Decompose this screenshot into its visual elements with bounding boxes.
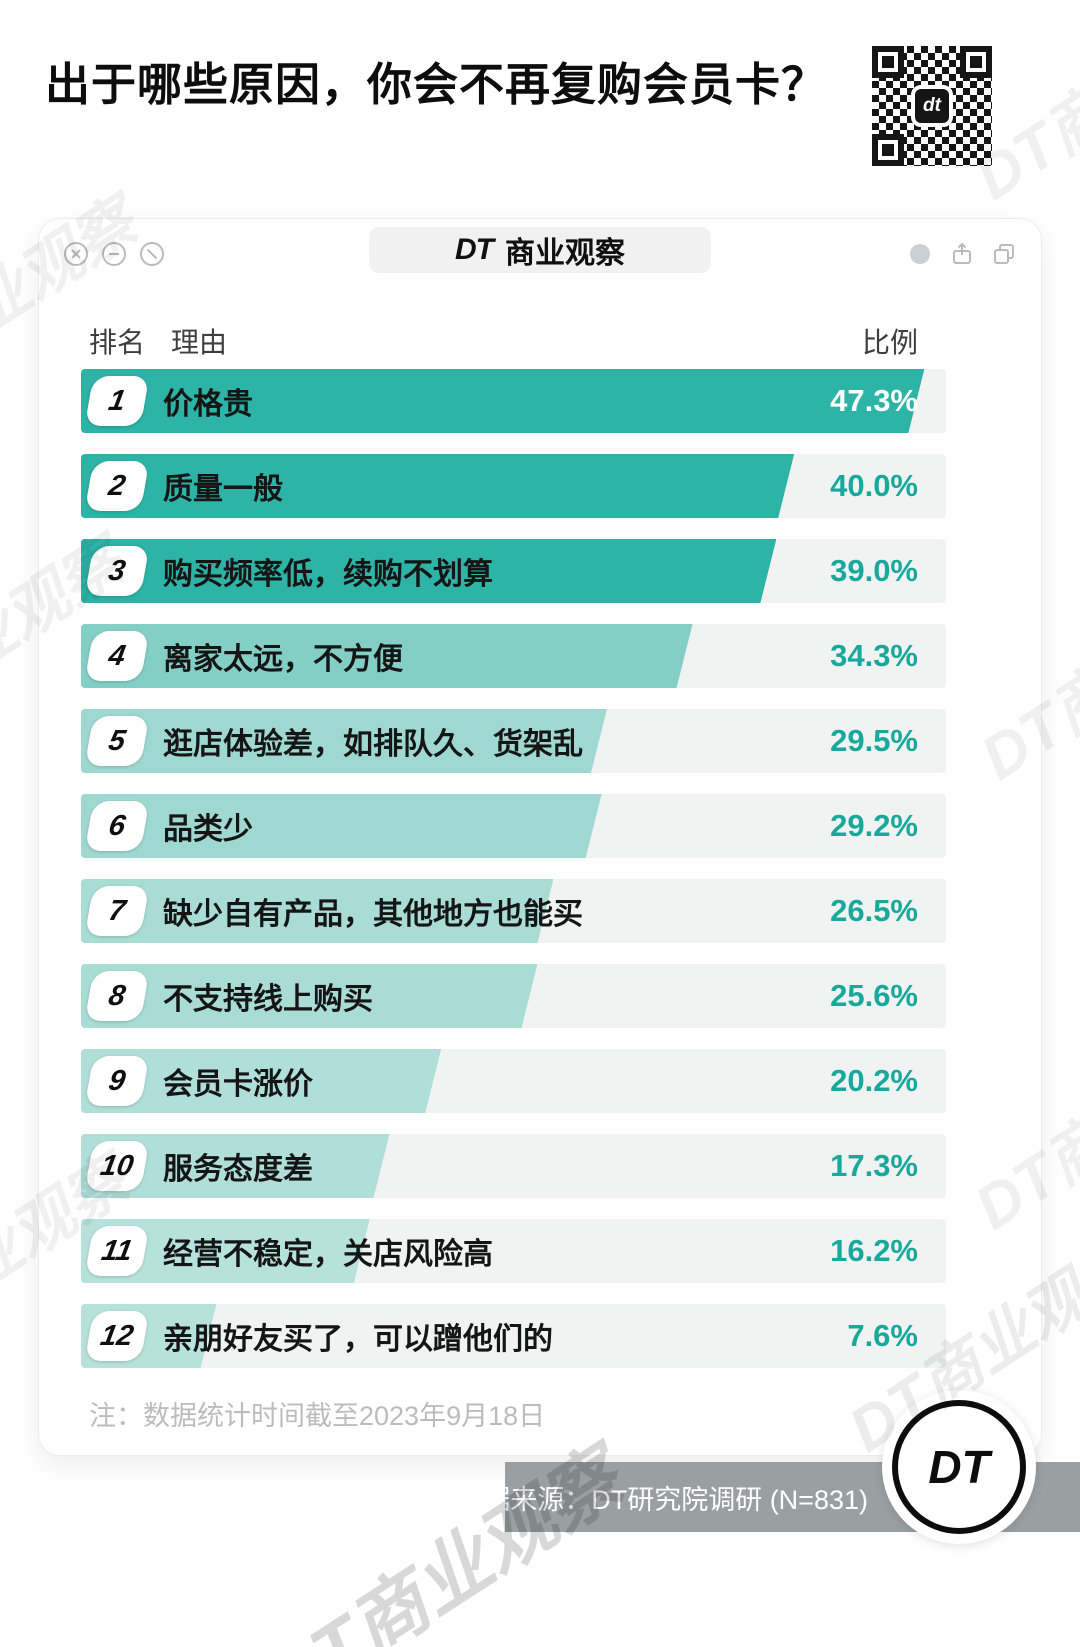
qr-logo: dt <box>911 85 953 127</box>
bar <box>81 454 794 518</box>
bar-label: 品类少 <box>163 813 253 846</box>
chart-row: 6 品类少 29.2% <box>81 794 946 858</box>
bar-value: 7.6% <box>847 1318 918 1353</box>
bar <box>81 964 537 1028</box>
chart-row: 8 不支持线上购买 25.6% <box>81 964 946 1028</box>
chart-row: 10 服务态度差 17.3% <box>81 1134 946 1198</box>
qr-finder-icon <box>872 46 904 78</box>
chart-row: 7 缺少自有产品，其他地方也能买 26.5% <box>81 879 946 943</box>
page-title: 出于哪些原因，你会不再复购会员卡？ <box>45 59 828 110</box>
bar-value: 40.0% <box>830 468 918 503</box>
copy-icon[interactable] <box>991 241 1017 267</box>
bar <box>81 879 553 943</box>
chart-row: 2 质量一般 40.0% <box>81 454 946 518</box>
chart-row: 11 经营不稳定，关店风险高 16.2% <box>81 1219 946 1283</box>
bar-value: 34.3% <box>830 638 918 673</box>
chart-row: 4 离家太远，不方便 34.3% <box>81 624 946 688</box>
rank-number: 12 <box>98 1319 137 1352</box>
record-icon[interactable] <box>907 241 933 267</box>
column-rank: 排名 <box>89 327 146 358</box>
share-icon[interactable] <box>949 241 975 267</box>
window-header: DT 商业观察 <box>39 219 1041 279</box>
window-title: DT 商业观察 <box>369 227 711 273</box>
column-reason: 理由 <box>171 327 228 358</box>
rank-number: 3 <box>106 554 128 587</box>
bar-label: 服务态度差 <box>163 1153 313 1186</box>
rank-number: 7 <box>106 894 128 927</box>
block-icon[interactable] <box>139 241 165 267</box>
close-icon[interactable] <box>63 241 89 267</box>
bar-value: 16.2% <box>830 1233 918 1268</box>
bar-value: 39.0% <box>830 553 918 588</box>
footnote: 注：数据统计时间截至2023年9月18日 <box>89 1401 546 1431</box>
rank-number: 5 <box>106 724 128 757</box>
bar-value: 29.5% <box>830 723 918 758</box>
window-controls <box>63 241 165 267</box>
window-actions <box>907 241 1017 267</box>
bar-label: 购买频率低，续购不划算 <box>163 558 493 591</box>
bar-value: 25.6% <box>830 978 918 1013</box>
bar-label: 经营不稳定，关店风险高 <box>163 1238 493 1271</box>
qr-code: dt <box>872 46 992 166</box>
rank-number: 4 <box>106 639 128 672</box>
bar-value: 47.3% <box>830 383 918 418</box>
bar <box>81 624 693 688</box>
bar-value: 29.2% <box>830 808 918 843</box>
qr-finder-icon <box>872 134 904 166</box>
bar <box>81 709 607 773</box>
minimize-icon[interactable] <box>101 241 127 267</box>
bar-label: 会员卡涨价 <box>163 1068 313 1101</box>
bar-value: 26.5% <box>830 893 918 928</box>
rank-number: 8 <box>106 979 128 1012</box>
dt-logo: DT <box>882 1390 1036 1544</box>
bar-label: 质量一般 <box>163 473 283 506</box>
bar-label: 缺少自有产品，其他地方也能买 <box>163 898 583 931</box>
bar-label: 亲朋好友买了，可以蹭他们的 <box>163 1323 553 1356</box>
chart-row: 12 亲朋好友买了，可以蹭他们的 7.6% <box>81 1304 946 1368</box>
chart-row: 9 会员卡涨价 20.2% <box>81 1049 946 1113</box>
browser-card: DT 商业观察 排名 理由 比例 <box>38 218 1042 1456</box>
chart-row: 5 逛店体验差，如排队久、货架乱 29.5% <box>81 709 946 773</box>
bar <box>81 539 776 603</box>
column-headers: 排名 理由 比例 <box>81 321 946 358</box>
row-track <box>81 1304 946 1368</box>
rank-number: 2 <box>106 469 128 502</box>
rank-number: 9 <box>106 1064 128 1097</box>
chart-row: 3 购买频率低，续购不划算 39.0% <box>81 539 946 603</box>
bar-label: 逛店体验差，如排队久、货架乱 <box>163 728 583 761</box>
rank-number: 11 <box>99 1234 135 1267</box>
bar-value: 17.3% <box>830 1148 918 1183</box>
rank-number: 10 <box>98 1149 137 1182</box>
dt-logo-ring <box>892 1400 1026 1534</box>
rank-number: 6 <box>106 809 128 842</box>
bar-chart: 1 价格贵 47.3% 2 质量一般 40.0% 3 购买频率低，续购不划算 3… <box>81 369 946 1389</box>
brand-rest: 商业观察 <box>505 237 625 270</box>
bar-value: 20.2% <box>830 1063 918 1098</box>
brand-dt: DT <box>455 233 494 266</box>
bar-label: 价格贵 <box>163 388 253 421</box>
bar-label: 不支持线上购买 <box>163 983 373 1016</box>
bar <box>81 794 602 858</box>
rank-number: 1 <box>106 384 128 417</box>
bar <box>81 369 924 433</box>
chart-row: 1 价格贵 47.3% <box>81 369 946 433</box>
column-ratio: 比例 <box>861 327 918 358</box>
source-text: 数据来源：DT研究院调研 (N=831) <box>456 1484 868 1515</box>
bar-label: 离家太远，不方便 <box>163 643 403 676</box>
qr-finder-icon <box>960 46 992 78</box>
